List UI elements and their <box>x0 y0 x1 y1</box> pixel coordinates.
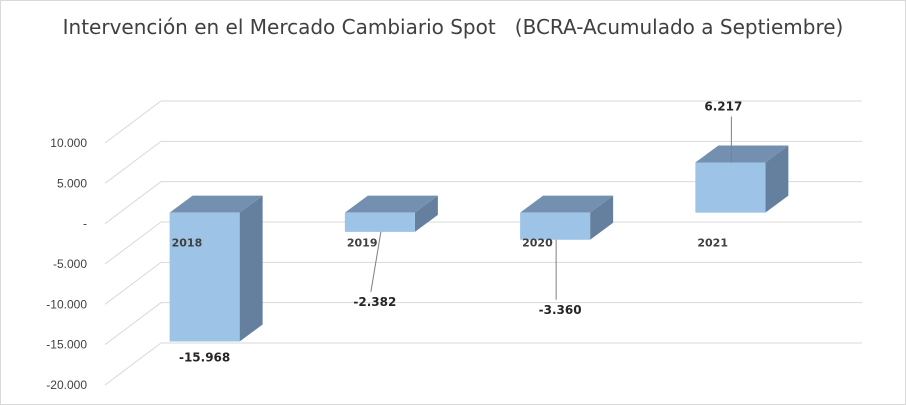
y-tick-label: 10.000 <box>50 136 87 150</box>
gridline <box>104 181 862 225</box>
bar-top <box>344 195 438 213</box>
data-label: -15.968 <box>179 350 230 364</box>
y-tick-label: - <box>83 217 87 231</box>
gridline <box>104 100 862 144</box>
gridline <box>104 261 862 305</box>
category-label: 2019 <box>347 237 378 250</box>
bar <box>169 212 240 342</box>
y-tick-label: -15.000 <box>46 338 87 352</box>
data-label: -2.382 <box>353 295 396 309</box>
bar-top <box>520 195 614 213</box>
y-tick-label: 5.000 <box>57 176 87 190</box>
bar-top <box>169 195 263 213</box>
y-tick-label: -5.000 <box>53 257 87 271</box>
leader-line <box>370 231 382 292</box>
bar-top <box>695 145 789 163</box>
data-label: -3.360 <box>539 303 582 317</box>
gridline <box>104 342 862 386</box>
gridline <box>104 140 862 184</box>
category-label: 2020 <box>522 237 553 250</box>
y-tick-label: -10.000 <box>46 297 87 311</box>
gridline <box>104 221 862 265</box>
bar-side <box>590 195 614 240</box>
bar <box>344 212 415 232</box>
bar <box>695 162 766 213</box>
gridline <box>104 302 862 346</box>
bar-side <box>414 195 438 232</box>
bar <box>520 212 591 240</box>
y-tick-label: -20.000 <box>46 378 87 392</box>
chart-title: Intervención en el Mercado Cambiario Spo… <box>62 15 844 39</box>
bar-side <box>239 195 263 342</box>
bar-side <box>765 145 789 213</box>
category-label: 2021 <box>697 237 728 250</box>
category-label: 2018 <box>172 237 203 250</box>
data-label: 6.217 <box>704 100 742 114</box>
